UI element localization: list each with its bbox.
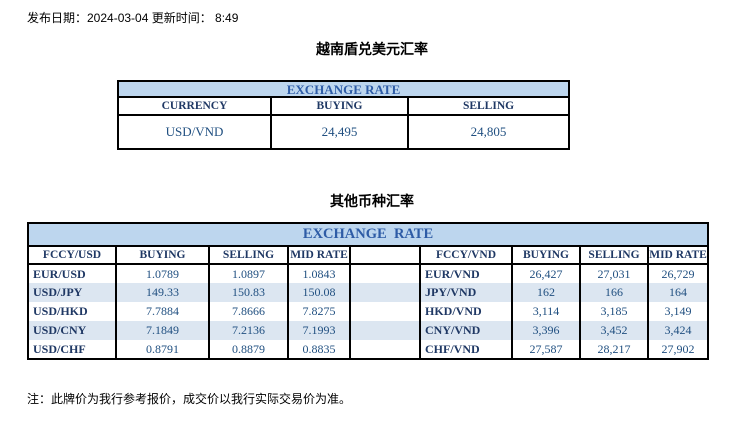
vnd-selling-value: 3,452	[579, 321, 649, 340]
buying-value: 24,495	[270, 114, 409, 150]
vnd-mid-rate-value: 164	[646, 283, 710, 302]
other-rates-table-title: 其他币种汇率	[330, 193, 414, 209]
usd-mid-rate-value: 7.8275	[287, 302, 351, 321]
column-header-usd-selling: SELLING	[208, 245, 289, 265]
table-row: USD/CNY 7.1849 7.2136 7.1993 CNY/VND 3,3…	[27, 321, 710, 340]
usd-buying-value: 1.0789	[115, 264, 210, 283]
column-header-usd-mid-rate: MID RATE	[287, 245, 351, 265]
table-row: USD/CHF 0.8791 0.8879 0.8835 CHF/VND 27,…	[27, 340, 710, 360]
vnd-mid-rate-value: 3,424	[646, 321, 710, 340]
usd-mid-rate-value: 150.08	[287, 283, 351, 302]
usd-mid-rate-value: 1.0843	[287, 264, 351, 283]
fccy-usd-pair: USD/CHF	[27, 340, 117, 360]
usd-buying-value: 149.33	[115, 283, 210, 302]
fccy-vnd-pair: CHF/VND	[419, 340, 513, 360]
table-row: USD/VND 24,495 24,805	[117, 114, 571, 150]
usd-buying-value: 7.7884	[115, 302, 210, 321]
spacer-cell	[349, 340, 421, 360]
column-header-buying: BUYING	[270, 96, 409, 116]
selling-value: 24,805	[406, 114, 571, 150]
currency-pair: USD/VND	[117, 114, 272, 150]
fccy-usd-pair: USD/CNY	[27, 321, 117, 340]
vnd-buying-value: 27,587	[511, 340, 581, 360]
table-banner-row: EXCHANGE RATE	[116, 80, 571, 98]
usd-buying-value: 0.8791	[115, 340, 210, 360]
spacer-cell	[349, 264, 421, 283]
usd-mid-rate-value: 0.8835	[287, 340, 351, 360]
vnd-mid-rate-value: 26,729	[646, 264, 710, 283]
other-currencies-rate-table: EXCHANGE RATE FCCY/USD BUYING SELLING MI…	[26, 222, 710, 360]
usd-selling-value: 150.83	[208, 283, 289, 302]
exchange-rate-banner: EXCHANGE RATE	[116, 80, 571, 98]
vnd-selling-value: 27,031	[579, 264, 649, 283]
vnd-selling-value: 28,217	[579, 340, 649, 360]
table-row: USD/HKD 7.7884 7.8666 7.8275 HKD/VND 3,1…	[27, 302, 710, 321]
fccy-usd-pair: EUR/USD	[27, 264, 117, 283]
vnd-mid-rate-value: 27,902	[646, 340, 710, 360]
column-header-vnd-selling: SELLING	[579, 245, 649, 265]
usd-selling-value: 0.8879	[208, 340, 289, 360]
usd-mid-rate-value: 7.1993	[287, 321, 351, 340]
spacer-cell	[349, 283, 421, 302]
spacer-cell	[349, 245, 421, 265]
usd-selling-value: 1.0897	[208, 264, 289, 283]
spacer-cell	[349, 321, 421, 340]
column-header-fccy-vnd: FCCY/VND	[419, 245, 513, 265]
fccy-vnd-pair: HKD/VND	[419, 302, 513, 321]
disclaimer-note: 注：此牌价为我行参考报价，成交价以我行实际交易价为准。	[27, 392, 352, 406]
table-row: USD/JPY 149.33 150.83 150.08 JPY/VND 162…	[27, 283, 710, 302]
fccy-usd-pair: USD/JPY	[27, 283, 117, 302]
column-header-selling: SELLING	[406, 96, 571, 116]
usd-selling-value: 7.2136	[208, 321, 289, 340]
column-header-vnd-mid-rate: MID RATE	[646, 245, 710, 265]
table-banner-row: EXCHANGE RATE	[26, 222, 710, 247]
vnd-mid-rate-value: 3,149	[646, 302, 710, 321]
vnd-buying-value: 162	[511, 283, 581, 302]
vnd-selling-value: 3,185	[579, 302, 649, 321]
vnd-buying-value: 3,396	[511, 321, 581, 340]
table-row: EUR/USD 1.0789 1.0897 1.0843 EUR/VND 26,…	[27, 264, 710, 283]
publish-date-line: 发布日期：2024-03-04 更新时间： 8:49	[27, 11, 239, 25]
vnd-buying-value: 3,114	[511, 302, 581, 321]
vnd-buying-value: 26,427	[511, 264, 581, 283]
table-header-row: FCCY/USD BUYING SELLING MID RATE FCCY/VN…	[27, 245, 710, 265]
usd-buying-value: 7.1849	[115, 321, 210, 340]
fccy-vnd-pair: EUR/VND	[419, 264, 513, 283]
exchange-rate-banner: EXCHANGE RATE	[26, 222, 710, 247]
column-header-fccy-usd: FCCY/USD	[27, 245, 117, 265]
usd-selling-value: 7.8666	[208, 302, 289, 321]
column-header-vnd-buying: BUYING	[511, 245, 581, 265]
table-header-row: CURRENCY BUYING SELLING	[117, 96, 571, 116]
usd-vnd-table-title: 越南盾兑美元汇率	[316, 41, 428, 57]
column-header-currency: CURRENCY	[117, 96, 272, 116]
spacer-cell	[349, 302, 421, 321]
column-header-usd-buying: BUYING	[115, 245, 210, 265]
usd-vnd-rate-table: EXCHANGE RATE CURRENCY BUYING SELLING US…	[116, 80, 571, 150]
fccy-vnd-pair: JPY/VND	[419, 283, 513, 302]
vnd-selling-value: 166	[579, 283, 649, 302]
fccy-vnd-pair: CNY/VND	[419, 321, 513, 340]
fccy-usd-pair: USD/HKD	[27, 302, 117, 321]
